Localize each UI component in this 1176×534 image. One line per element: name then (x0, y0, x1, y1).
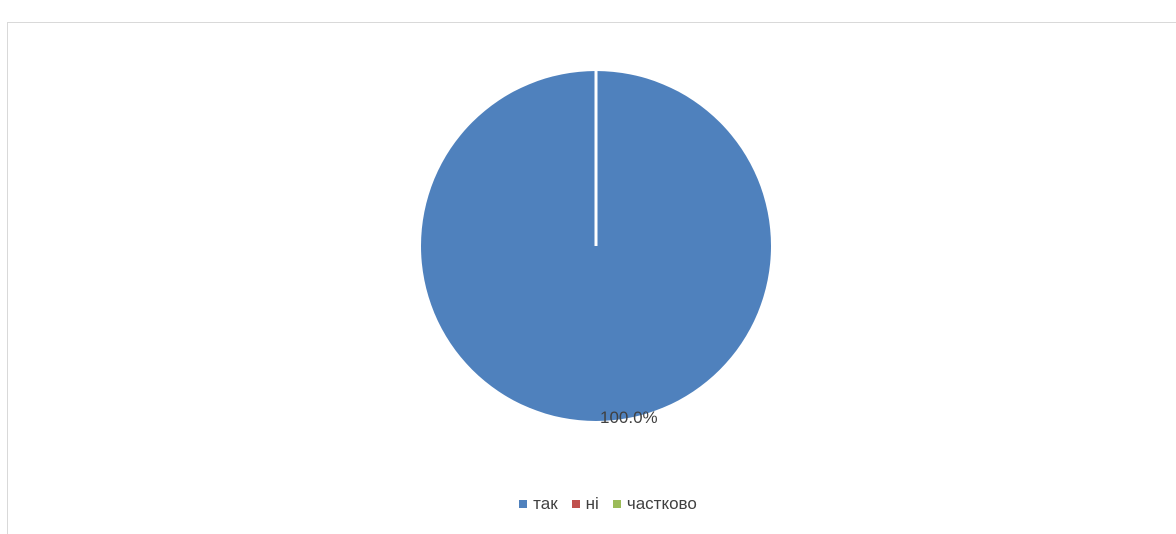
legend-swatch-1 (572, 500, 580, 508)
legend-item-0: так (519, 494, 558, 514)
legend-swatch-2 (613, 500, 621, 508)
legend-item-2: частково (613, 494, 697, 514)
legend: так ні частково (20, 494, 1176, 514)
data-label-0: 100.0% (600, 408, 658, 427)
legend-swatch-0 (519, 500, 527, 508)
legend-item-1: ні (572, 494, 599, 514)
legend-label-1: ні (586, 494, 599, 514)
legend-label-2: частково (627, 494, 697, 514)
legend-label-0: так (533, 494, 558, 514)
